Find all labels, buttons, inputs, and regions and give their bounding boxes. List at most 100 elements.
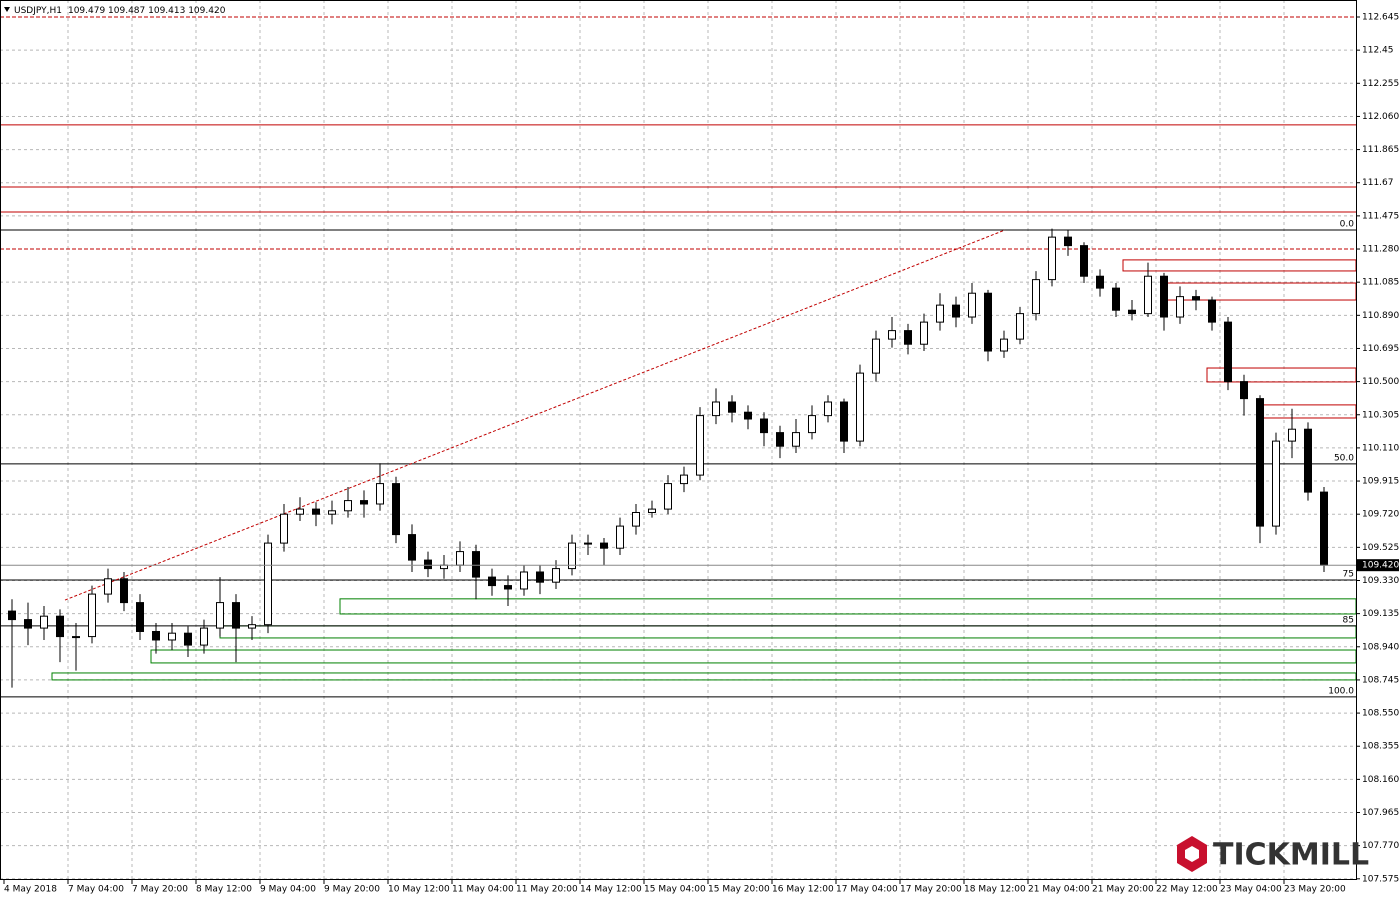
candle-body xyxy=(1048,236,1056,281)
fib-label: 0.0 xyxy=(1340,219,1355,229)
candle-body xyxy=(1000,338,1008,352)
y-tick-label: 108.940 xyxy=(1362,642,1399,652)
candle-body xyxy=(888,330,896,340)
candle-body xyxy=(424,559,432,570)
candle-body xyxy=(1208,299,1216,323)
candle-body xyxy=(1288,428,1296,442)
candle-body xyxy=(952,304,960,318)
y-tick-label: 109.525 xyxy=(1362,543,1399,553)
x-tick-label: 23 May 04:00 xyxy=(1220,885,1282,895)
y-tick-label: 110.305 xyxy=(1362,410,1399,420)
x-tick-label: 9 May 04:00 xyxy=(260,885,316,895)
fib-label: 75 xyxy=(1343,569,1354,579)
candle-body xyxy=(152,630,160,641)
candle-body xyxy=(56,615,64,638)
y-tick-label: 108.550 xyxy=(1362,709,1399,719)
candle-body xyxy=(312,508,320,515)
x-tick-label: 7 May 20:00 xyxy=(132,885,188,895)
candle-body xyxy=(1080,245,1088,277)
candle-body xyxy=(840,401,848,442)
candle-body xyxy=(472,551,480,578)
y-tick-label: 107.575 xyxy=(1362,874,1399,884)
candle-body xyxy=(792,432,800,447)
candle-body xyxy=(584,542,592,545)
candle-body xyxy=(1320,491,1328,566)
y-tick-label: 111.475 xyxy=(1362,211,1399,221)
y-tick-label: 109.915 xyxy=(1362,477,1399,487)
candle-body xyxy=(904,330,912,345)
candle-body xyxy=(1192,296,1200,301)
candle-body xyxy=(536,571,544,583)
logo-icon-inner xyxy=(1185,846,1199,862)
x-tick-label: 14 May 12:00 xyxy=(580,885,642,895)
x-tick-label: 18 May 12:00 xyxy=(964,885,1026,895)
y-tick-label: 109.330 xyxy=(1362,576,1399,586)
candle-body xyxy=(344,500,352,512)
x-tick-label: 23 May 20:00 xyxy=(1284,885,1346,895)
candle-body xyxy=(504,585,512,590)
x-tick-label: 15 May 20:00 xyxy=(708,885,770,895)
candle-body xyxy=(136,602,144,632)
candle-body xyxy=(760,418,768,434)
y-tick-label: 111.865 xyxy=(1362,145,1399,155)
candle-body xyxy=(664,483,672,510)
x-tick-label: 15 May 04:00 xyxy=(644,885,706,895)
candle-body xyxy=(392,483,400,536)
candle-body xyxy=(696,415,704,476)
last-price-label: 109.420 xyxy=(1362,561,1399,571)
fib-label: 100.0 xyxy=(1328,686,1354,696)
candle-body xyxy=(552,568,560,583)
candle-body xyxy=(824,401,832,417)
trendline xyxy=(64,229,1006,601)
y-tick-label: 110.500 xyxy=(1362,377,1399,387)
candle-body xyxy=(360,500,368,505)
candle-body xyxy=(1128,309,1136,315)
candle-body xyxy=(248,624,256,629)
candle-body xyxy=(1144,275,1152,315)
candle-body xyxy=(872,338,880,374)
candle-body xyxy=(1032,279,1040,315)
brand: TICKMILL xyxy=(1213,838,1369,873)
candle-body xyxy=(408,534,416,561)
x-tick-label: 17 May 04:00 xyxy=(836,885,898,895)
candle-body xyxy=(40,615,48,629)
candle-body xyxy=(648,508,656,513)
candle-body xyxy=(280,513,288,544)
candle-body xyxy=(8,610,16,621)
candle-body xyxy=(264,542,272,626)
candle-body xyxy=(1224,321,1232,383)
x-tick-label: 9 May 20:00 xyxy=(324,885,380,895)
candle-body xyxy=(1256,398,1264,527)
y-tick-label: 111.280 xyxy=(1362,245,1399,255)
y-tick-label: 109.135 xyxy=(1362,609,1399,619)
candle-body xyxy=(488,576,496,587)
candle-body xyxy=(1176,296,1184,318)
x-tick-label: 22 May 12:00 xyxy=(1156,885,1218,895)
x-tick-label: 4 May 2018 xyxy=(4,885,57,895)
candle-body xyxy=(600,542,608,549)
candle-body xyxy=(632,511,640,527)
candle-body xyxy=(776,432,784,447)
candle-body xyxy=(24,619,32,629)
candle-body xyxy=(1096,275,1104,289)
candle-body xyxy=(1064,236,1072,247)
candle-body xyxy=(120,578,128,604)
candle-body xyxy=(184,632,192,646)
candle-body xyxy=(440,564,448,570)
y-tick-label: 112.645 xyxy=(1362,12,1399,22)
candle-body xyxy=(968,292,976,318)
y-tick-label: 108.160 xyxy=(1362,775,1399,785)
candle-body xyxy=(232,602,240,629)
candle-body xyxy=(680,474,688,485)
y-tick-label: 107.965 xyxy=(1362,808,1399,818)
candle-body xyxy=(568,542,576,570)
candle-body xyxy=(856,372,864,442)
candle-body xyxy=(88,593,96,638)
x-tick-label: 21 May 04:00 xyxy=(1028,885,1090,895)
header: USDJPY,H1 109.479 109.487 109.413 109.420 xyxy=(14,6,226,16)
x-tick-label: 21 May 20:00 xyxy=(1092,885,1154,895)
y-tick-label: 108.745 xyxy=(1362,675,1399,685)
y-tick-label: 110.110 xyxy=(1362,443,1399,453)
